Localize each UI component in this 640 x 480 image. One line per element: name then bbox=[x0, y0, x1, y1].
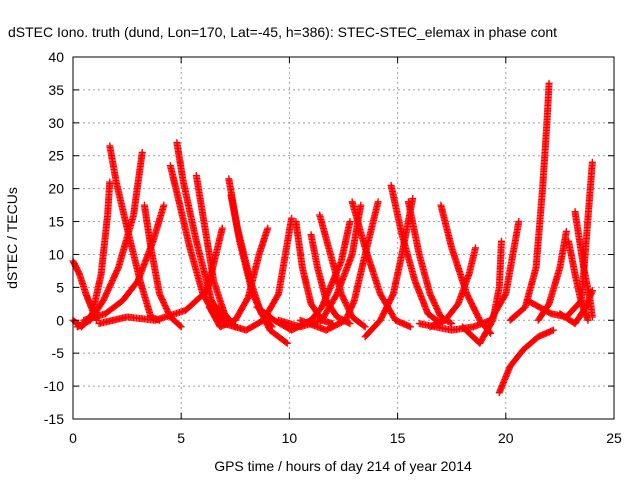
series-8 bbox=[192, 171, 239, 331]
data-point bbox=[357, 201, 365, 209]
data-point bbox=[588, 313, 596, 321]
series-34 bbox=[556, 287, 596, 328]
data-point bbox=[283, 339, 291, 347]
data-point bbox=[361, 323, 369, 331]
series-12 bbox=[205, 224, 272, 331]
series-20 bbox=[348, 198, 415, 331]
series-3 bbox=[73, 148, 146, 331]
y-tick-label: -15 bbox=[44, 411, 64, 427]
data-point bbox=[515, 218, 523, 226]
y-tick-label: 15 bbox=[48, 214, 64, 230]
series-4 bbox=[140, 201, 185, 331]
series-9 bbox=[95, 224, 226, 328]
data-point bbox=[472, 244, 480, 252]
data-point bbox=[177, 323, 185, 331]
data-point bbox=[588, 158, 596, 166]
series-28 bbox=[495, 326, 557, 397]
series-19 bbox=[296, 198, 382, 334]
data-point bbox=[407, 323, 415, 331]
y-tick-label: 20 bbox=[48, 181, 64, 197]
data-points bbox=[69, 79, 596, 397]
data-point bbox=[549, 326, 557, 334]
data-point bbox=[346, 320, 354, 328]
data-point bbox=[497, 237, 505, 245]
data-point bbox=[562, 227, 570, 235]
axis-ticks: 0 5 10 15 20 25 -15 -10 -5 0 5 10 15 20 25 30 35 40 bbox=[44, 49, 622, 446]
y-tick-label: 10 bbox=[48, 246, 64, 262]
data-point bbox=[448, 320, 456, 328]
series-33 bbox=[571, 208, 596, 321]
y-tick-label: -5 bbox=[52, 345, 65, 361]
data-point bbox=[346, 218, 354, 226]
x-tick-label: 10 bbox=[282, 430, 298, 446]
series-27 bbox=[415, 218, 523, 334]
y-axis-title: dSTEC / TECUs bbox=[4, 187, 20, 289]
data-point bbox=[176, 322, 184, 330]
y-tick-label: 40 bbox=[48, 49, 64, 65]
series-32 bbox=[523, 158, 596, 321]
series-22 bbox=[387, 181, 445, 328]
x-tick-label: 15 bbox=[390, 430, 406, 446]
data-point bbox=[374, 198, 382, 206]
data-point bbox=[288, 214, 296, 222]
series-26 bbox=[459, 237, 505, 347]
data-point bbox=[409, 195, 417, 203]
data-point bbox=[282, 338, 290, 346]
data-point bbox=[584, 316, 592, 324]
series-18 bbox=[316, 211, 369, 331]
grid bbox=[73, 57, 614, 419]
x-axis-title: GPS time / hours of day 214 of year 2014 bbox=[214, 458, 472, 474]
y-tick-label: 5 bbox=[56, 279, 64, 295]
y-tick-label: 25 bbox=[48, 148, 64, 164]
data-point bbox=[160, 201, 168, 209]
x-tick-label: 5 bbox=[177, 430, 185, 446]
data-point bbox=[360, 322, 368, 330]
series-23 bbox=[404, 198, 456, 328]
data-point bbox=[545, 79, 553, 87]
data-point bbox=[138, 148, 146, 156]
series-5 bbox=[80, 201, 168, 324]
x-tick-label: 20 bbox=[498, 430, 514, 446]
data-point bbox=[106, 178, 114, 186]
series-13 bbox=[220, 214, 296, 334]
x-tick-label: 0 bbox=[69, 430, 77, 446]
data-point bbox=[264, 224, 272, 232]
y-tick-label: -10 bbox=[44, 378, 64, 394]
data-point bbox=[446, 319, 454, 327]
x-tick-label: 25 bbox=[606, 430, 622, 446]
chart-title: dSTEC Iono. truth (dund, Lon=170, Lat=-4… bbox=[8, 24, 557, 40]
plot-frame bbox=[72, 56, 615, 420]
data-point bbox=[588, 287, 596, 295]
y-tick-label: 35 bbox=[48, 82, 64, 98]
data-point bbox=[218, 224, 226, 232]
y-tick-label: 0 bbox=[56, 312, 64, 328]
y-tick-label: 30 bbox=[48, 115, 64, 131]
